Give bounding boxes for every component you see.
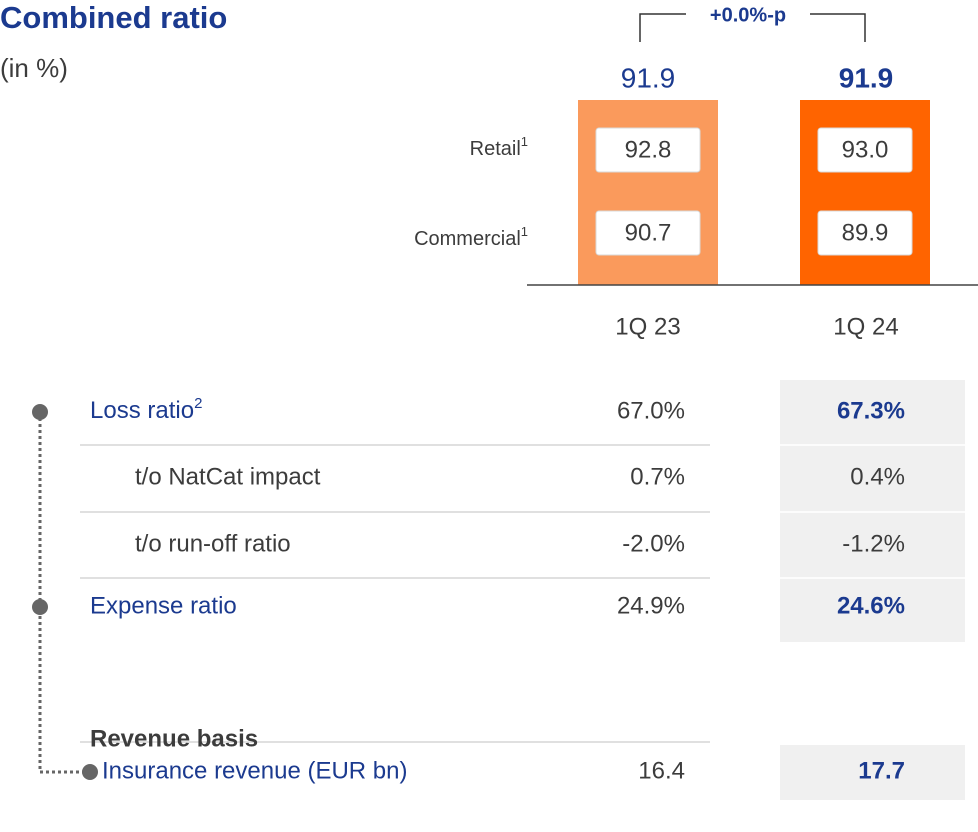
row-separators bbox=[80, 444, 965, 743]
cell: -1.2% bbox=[842, 530, 905, 557]
period: 1Q 23 bbox=[615, 313, 680, 340]
footnote: 2 bbox=[194, 395, 202, 412]
delta-bracket bbox=[639, 13, 866, 42]
cell: 16.4 bbox=[638, 757, 685, 784]
total: 91.9 bbox=[621, 62, 676, 93]
footnote: 1 bbox=[521, 134, 528, 149]
row-label: Loss ratio2 bbox=[90, 395, 202, 424]
segment-label: Retail1 bbox=[470, 134, 528, 160]
cell: 17.7 bbox=[858, 757, 905, 784]
cell: -2.0% bbox=[622, 530, 685, 557]
subtitle: (in %) bbox=[0, 53, 68, 83]
bullet bbox=[32, 404, 48, 420]
cell: 67.3% bbox=[837, 397, 905, 424]
footnote: 1 bbox=[521, 224, 528, 239]
label: Retail bbox=[470, 138, 521, 160]
highlight-column bbox=[780, 380, 965, 642]
cell: 24.9% bbox=[617, 592, 685, 619]
cell: 67.0% bbox=[617, 397, 685, 424]
bullet bbox=[82, 764, 98, 780]
title: Combined ratio bbox=[0, 0, 227, 35]
segment-label: Commercial1 bbox=[414, 224, 528, 250]
highlight-column bbox=[780, 745, 965, 800]
row-label: Insurance revenue (EUR bn) bbox=[102, 757, 407, 784]
cell: 0.4% bbox=[850, 463, 905, 490]
value-boxes bbox=[595, 127, 913, 256]
cell: 24.6% bbox=[837, 592, 905, 619]
segment-value: 90.7 bbox=[625, 219, 672, 246]
segment-value: 93.0 bbox=[842, 136, 889, 163]
total: 91.9 bbox=[839, 62, 894, 93]
label: Loss ratio bbox=[90, 397, 194, 424]
cell: 0.7% bbox=[630, 463, 685, 490]
bullet bbox=[32, 599, 48, 615]
period: 1Q 24 bbox=[833, 313, 898, 340]
connector bbox=[38, 412, 88, 774]
row-label: t/o NatCat impact bbox=[135, 463, 321, 490]
row-label: t/o run-off ratio bbox=[135, 530, 291, 557]
row-label: Expense ratio bbox=[90, 592, 237, 619]
segment-value: 89.9 bbox=[842, 219, 889, 246]
delta: +0.0%-p bbox=[710, 4, 786, 26]
label: Commercial bbox=[414, 228, 521, 250]
segment-value: 92.8 bbox=[625, 136, 672, 163]
section-label: Revenue basis bbox=[90, 725, 258, 752]
